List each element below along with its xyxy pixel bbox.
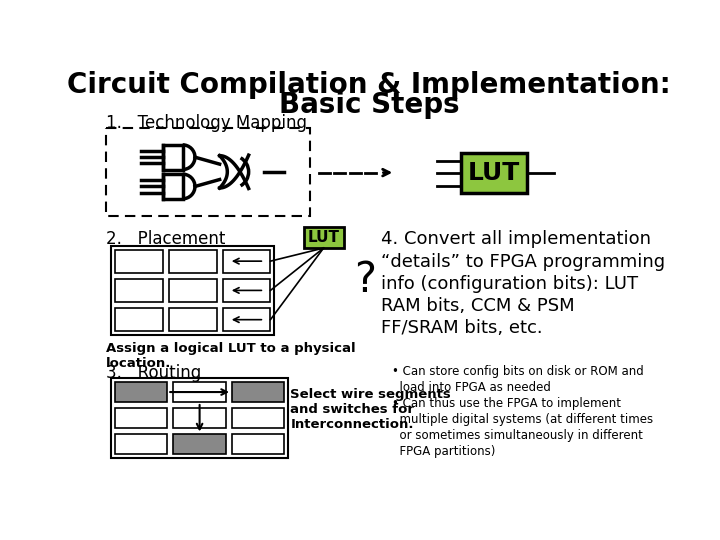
Bar — [163, 174, 183, 199]
Text: ?: ? — [354, 259, 376, 301]
Text: Assign a logical LUT to a physical
location.: Assign a logical LUT to a physical locat… — [106, 342, 355, 370]
Text: 1.   Technology Mapping: 1. Technology Mapping — [106, 114, 307, 132]
Text: LUT: LUT — [468, 161, 521, 185]
Text: LUT: LUT — [307, 230, 340, 245]
Bar — [168, 279, 217, 302]
Bar — [222, 308, 271, 331]
Bar — [115, 308, 163, 331]
Text: Select wire segments
and switches for
Interconnection.: Select wire segments and switches for In… — [290, 388, 451, 431]
Bar — [232, 408, 284, 428]
Bar — [174, 434, 226, 455]
Bar — [111, 378, 288, 458]
Text: • Can store config bits on disk or ROM and
  load into FPGA as needed
• Can thus: • Can store config bits on disk or ROM a… — [392, 365, 653, 458]
Bar — [232, 382, 284, 402]
Bar — [115, 249, 163, 273]
Bar — [115, 408, 167, 428]
Text: 4. Convert all implementation
“details” to FPGA programming
info (configuration : 4. Convert all implementation “details” … — [381, 231, 665, 337]
Bar — [115, 279, 163, 302]
Bar — [462, 153, 527, 193]
Bar — [115, 382, 167, 402]
Bar — [232, 434, 284, 455]
Text: 3.   Routing: 3. Routing — [106, 363, 201, 382]
Bar — [304, 226, 343, 248]
Bar — [115, 434, 167, 455]
Bar — [222, 249, 271, 273]
Bar — [168, 308, 217, 331]
Bar — [174, 382, 226, 402]
Bar — [106, 128, 310, 217]
Bar — [222, 279, 271, 302]
Bar — [111, 246, 274, 335]
Bar — [163, 145, 183, 170]
Text: Basic Steps: Basic Steps — [279, 91, 459, 119]
Bar — [168, 249, 217, 273]
Bar — [174, 408, 226, 428]
Text: 2.   Placement: 2. Placement — [106, 231, 225, 248]
Text: Circuit Compilation & Implementation:: Circuit Compilation & Implementation: — [67, 71, 671, 99]
